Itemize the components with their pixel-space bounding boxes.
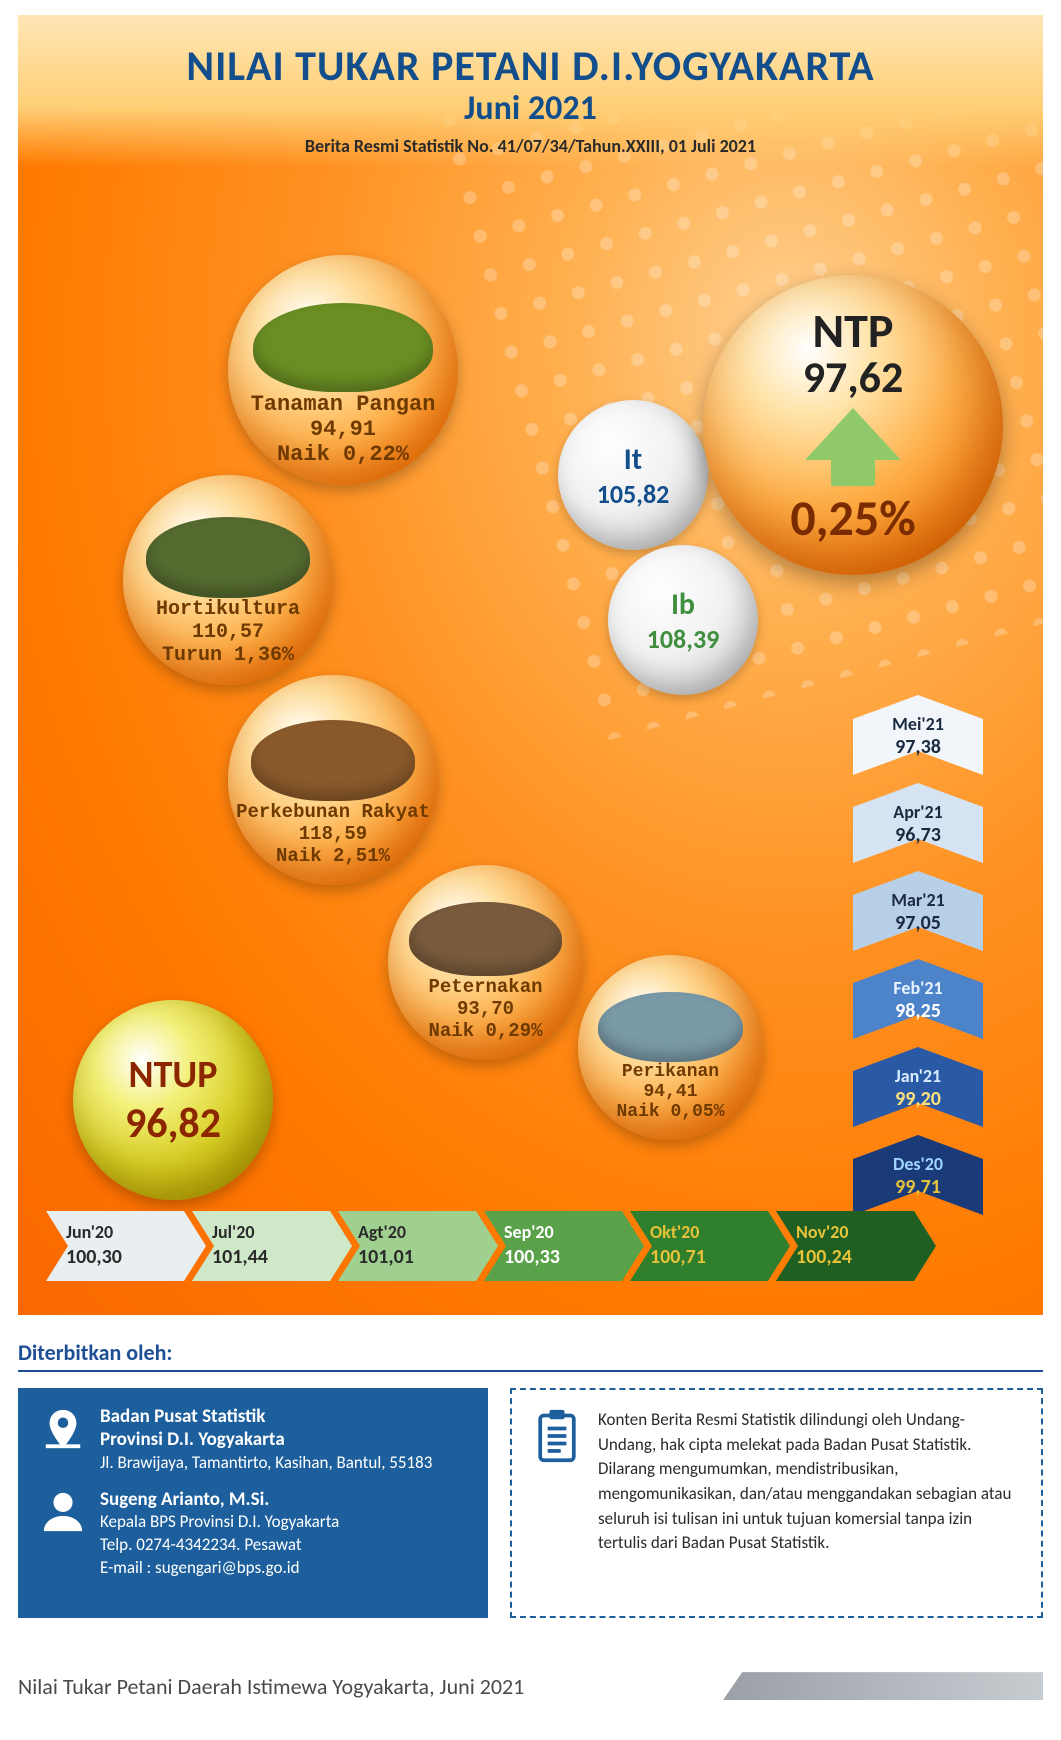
- sector-name: Tanaman Pangan: [251, 392, 436, 417]
- ntup-value: 96,82: [125, 1098, 221, 1149]
- sector-value: 94,91: [310, 417, 376, 442]
- contact-email: E-mail : sugengari@bps.go.id: [100, 1557, 339, 1580]
- divider: [18, 1370, 1043, 1372]
- footer-shape: [723, 1672, 1043, 1700]
- timeline-value: 99,71: [853, 1175, 983, 1199]
- sector-image: [146, 517, 310, 598]
- it-label: It: [624, 441, 642, 478]
- index-it: It 105,82: [558, 400, 708, 550]
- timeline-value: 97,38: [853, 735, 983, 759]
- sector-name: Perkebunan Rakyat: [236, 801, 430, 823]
- timeline-label: Jun'20: [66, 1221, 113, 1243]
- timeline-item-Jun'20: Jun'20 100,30: [46, 1211, 206, 1281]
- timeline-value: 101,44: [212, 1245, 268, 1269]
- contact-role: Kepala BPS Provinsi D.I. Yogyakarta: [100, 1511, 339, 1534]
- timeline-label: Sep'20: [504, 1221, 554, 1243]
- sector-image: [253, 303, 432, 392]
- index-ib: Ib 108,39: [608, 545, 758, 695]
- timeline-label: Okt'20: [650, 1221, 699, 1243]
- timeline-item-Agt'20: Agt'20 101,01: [338, 1211, 498, 1281]
- footer: Nilai Tukar Petani Daerah Istimewa Yogya…: [0, 1646, 1061, 1740]
- it-value: 105,82: [597, 478, 670, 510]
- timeline-item-Feb'21: Feb'21 98,25: [853, 959, 983, 1039]
- title-source: Berita Resmi Statistik No. 41/07/34/Tahu…: [58, 135, 1003, 157]
- timeline-label: Mar'21: [853, 889, 983, 911]
- institution-address: Jl. Brawijaya, Tamantirto, Kasihan, Bant…: [100, 1452, 432, 1475]
- sector-image: [251, 720, 415, 801]
- ntp-orb: NTP 97,62 0,25%: [703, 275, 1003, 575]
- sector-change: Naik 2,51%: [276, 845, 390, 867]
- disclaimer-card: Konten Berita Resmi Statistik dilindungi…: [510, 1388, 1043, 1618]
- sector-orb-2: Perkebunan Rakyat 118,59 Naik 2,51%: [228, 675, 438, 885]
- sector-orb-0: Tanaman Pangan 94,91 Naik 0,22%: [228, 255, 458, 485]
- sector-change: Turun 1,36%: [162, 644, 294, 667]
- ntp-value: 97,62: [803, 350, 904, 404]
- sector-name: Hortikultura: [156, 598, 300, 621]
- timeline-item-Nov'20: Nov'20 100,24: [776, 1211, 936, 1281]
- sector-name: Perikanan: [622, 1062, 719, 1082]
- timeline-label: Jul'20: [212, 1221, 255, 1243]
- timeline-value: 96,73: [853, 823, 983, 847]
- publisher-card: Badan Pusat Statistik Provinsi D.I. Yogy…: [18, 1388, 488, 1618]
- institution-line2: Provinsi D.I. Yogyakarta: [100, 1429, 432, 1452]
- sector-orb-4: Perikanan 94,41 Naik 0,05%: [578, 955, 763, 1140]
- title-subtitle: Juni 2021: [58, 88, 1003, 129]
- sector-name: Peternakan: [428, 976, 542, 998]
- timeline-label: Nov'20: [796, 1221, 848, 1243]
- timeline-label: Jan'21: [853, 1065, 983, 1087]
- timeline-item-Jan'21: Jan'21 99,20: [853, 1047, 983, 1127]
- sector-image: [598, 992, 742, 1062]
- timeline-item-Des'20: Des'20 99,71: [853, 1135, 983, 1215]
- timeline-value: 100,30: [66, 1245, 122, 1269]
- footer-title: Nilai Tukar Petani Daerah Istimewa Yogya…: [18, 1673, 524, 1700]
- sector-value: 118,59: [299, 823, 367, 845]
- institution-line1: Badan Pusat Statistik: [100, 1406, 432, 1429]
- publisher-row: Badan Pusat Statistik Provinsi D.I. Yogy…: [0, 1388, 1061, 1646]
- timeline-horizontal: Jun'20 100,30 Jul'20 101,44 Agt'20 101,0…: [46, 1211, 922, 1281]
- sector-orb-1: Hortikultura 110,57 Turun 1,36%: [123, 475, 333, 685]
- timeline-value: 101,01: [358, 1245, 414, 1269]
- timeline-value: 98,25: [853, 999, 983, 1023]
- title-main: NILAI TUKAR PETANI D.I.YOGYAKARTA: [58, 41, 1003, 92]
- timeline-value: 97,05: [853, 911, 983, 935]
- ntp-change: 0,25%: [790, 488, 915, 549]
- timeline-value: 100,33: [504, 1245, 560, 1269]
- timeline-item-Apr'21: Apr'21 96,73: [853, 783, 983, 863]
- title-bar: NILAI TUKAR PETANI D.I.YOGYAKARTA Juni 2…: [18, 15, 1043, 167]
- timeline-value: 100,24: [796, 1245, 852, 1269]
- timeline-item-Mei'21: Mei'21 97,38: [853, 695, 983, 775]
- ib-label: Ib: [671, 586, 695, 623]
- timeline-item-Okt'20: Okt'20 100,71: [630, 1211, 790, 1281]
- timeline-label: Feb'21: [853, 977, 983, 999]
- contact-phone: Telp. 0274-4342234. Pesawat: [100, 1534, 339, 1557]
- timeline-label: Mei'21: [853, 713, 983, 735]
- timeline-item-Jul'20: Jul'20 101,44: [192, 1211, 352, 1281]
- disclaimer-text: Konten Berita Resmi Statistik dilindungi…: [598, 1408, 1019, 1598]
- sector-value: 94,41: [643, 1082, 697, 1102]
- person-icon: [40, 1489, 86, 1535]
- sector-value: 93,70: [457, 998, 514, 1020]
- sector-orb-3: Peternakan 93,70 Naik 0,29%: [388, 865, 583, 1060]
- timeline-value: 100,71: [650, 1245, 706, 1269]
- ntup-label: NTUP: [129, 1052, 218, 1098]
- timeline-item-Mar'21: Mar'21 97,05: [853, 871, 983, 951]
- infographic-panel: NILAI TUKAR PETANI D.I.YOGYAKARTA Juni 2…: [18, 15, 1043, 1315]
- arrow-up-icon: [805, 408, 901, 460]
- timeline-item-Sep'20: Sep'20 100,33: [484, 1211, 644, 1281]
- ib-value: 108,39: [647, 623, 720, 655]
- contact-name: Sugeng Arianto, M.Si.: [100, 1489, 339, 1512]
- clipboard-icon: [534, 1408, 580, 1464]
- sector-image: [409, 902, 561, 976]
- sector-change: Naik 0,05%: [616, 1102, 724, 1122]
- timeline-label: Apr'21: [853, 801, 983, 823]
- sector-change: Naik 0,22%: [277, 442, 409, 467]
- publisher-heading: Diterbitkan oleh:: [18, 1339, 1061, 1366]
- timeline-label: Des'20: [853, 1153, 983, 1175]
- timeline-value: 99,20: [853, 1087, 983, 1111]
- timeline-label: Agt'20: [358, 1221, 406, 1243]
- sector-value: 110,57: [192, 621, 264, 644]
- sector-change: Naik 0,29%: [428, 1020, 542, 1042]
- ntup-orb: NTUP 96,82: [73, 1000, 273, 1200]
- location-pin-icon: [40, 1406, 86, 1452]
